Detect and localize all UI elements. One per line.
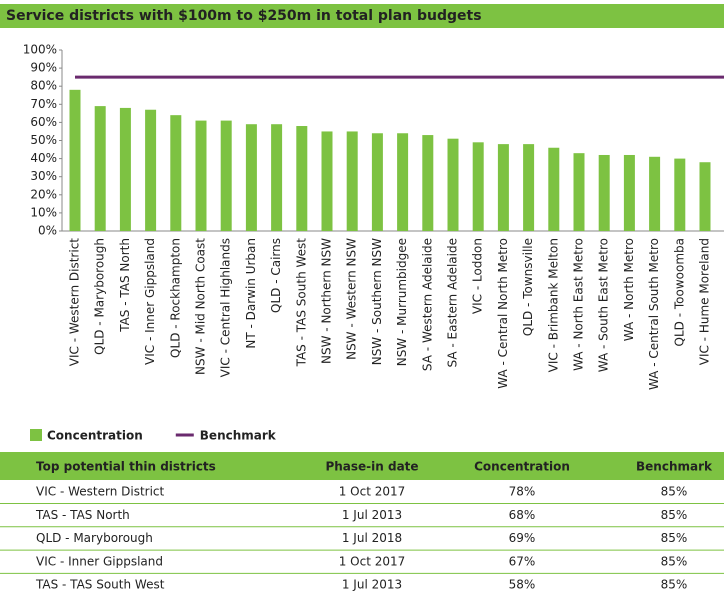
x-tick-label: SA - Western Adelaide <box>420 238 434 371</box>
table-cell: TAS - TAS South West <box>35 578 165 591</box>
legend-label: Concentration <box>47 429 143 443</box>
bar <box>623 154 635 231</box>
bar <box>598 154 610 231</box>
table-cell: 78% <box>509 485 536 499</box>
table-header: Concentration <box>474 460 570 474</box>
table-cell: 85% <box>661 578 688 591</box>
bar <box>69 89 81 231</box>
table-cell: 85% <box>661 554 688 568</box>
table-cell: VIC - Western District <box>36 485 165 499</box>
bar <box>145 109 157 231</box>
x-tick-label: VIC - Loddon <box>471 238 485 314</box>
x-tick-label: TAS - TAS South West <box>294 238 308 368</box>
bar <box>447 138 459 231</box>
legend-swatch <box>30 429 42 441</box>
table-cell: 85% <box>661 531 688 545</box>
bar <box>548 147 560 231</box>
x-tick-label: QLD - Townsville <box>521 238 535 336</box>
y-tick-label: 50% <box>30 133 57 147</box>
bar <box>497 144 509 231</box>
y-tick-label: 20% <box>30 187 57 201</box>
x-tick-label: WA - Central North Metro <box>496 238 510 389</box>
x-tick-label: NSW - Southern NSW <box>370 238 384 365</box>
bar <box>271 124 283 231</box>
x-tick-label: NSW - Western NSW <box>345 238 359 360</box>
y-tick-label: 90% <box>30 61 57 75</box>
table-cell: 85% <box>661 485 688 499</box>
bar <box>422 135 434 231</box>
table-cell: 1 Jul 2013 <box>342 578 402 591</box>
bar <box>119 107 131 231</box>
table-header: Benchmark <box>636 460 713 474</box>
x-tick-label: NSW - Murrumbidgee <box>395 238 409 366</box>
x-tick-label: WA - South Metro <box>723 238 724 343</box>
y-tick-label: 100% <box>23 43 57 57</box>
table-header: Phase-in date <box>325 460 418 474</box>
bar <box>674 158 686 231</box>
x-tick-label: WA - Central South Metro <box>647 238 661 390</box>
bar <box>573 153 585 231</box>
table-cell: 1 Jul 2013 <box>342 508 402 522</box>
table-cell: TAS - TAS North <box>35 508 130 522</box>
bar <box>346 131 358 231</box>
x-tick-label: SA - Eastern Adelaide <box>446 238 460 367</box>
x-tick-label: NSW - Northern NSW <box>320 238 334 364</box>
bar <box>296 126 308 231</box>
table-header: Top potential thin districts <box>36 460 216 474</box>
bar <box>699 162 711 231</box>
x-tick-label: VIC - Hume Moreland <box>698 238 712 365</box>
x-tick-label: QLD - Maryborough <box>93 238 107 355</box>
table-cell: 1 Oct 2017 <box>339 554 406 568</box>
table-cell: QLD - Maryborough <box>36 531 153 545</box>
x-tick-label: TAS - TAS North <box>118 238 132 333</box>
y-tick-label: 70% <box>30 97 57 111</box>
x-tick-label: WA - North Metro <box>622 238 636 341</box>
y-tick-label: 80% <box>30 79 57 93</box>
chart-title: Service districts with $100m to $250m in… <box>6 8 482 24</box>
y-tick-label: 60% <box>30 115 57 129</box>
x-tick-label: QLD - Toowoomba <box>672 238 686 346</box>
table-cell: 67% <box>509 554 536 568</box>
bar <box>321 131 333 231</box>
table-cell: 68% <box>509 508 536 522</box>
x-tick-label: WA - North East Metro <box>572 238 586 371</box>
bar <box>245 124 257 231</box>
bar <box>523 144 535 231</box>
x-tick-label: VIC - Western District <box>68 238 82 367</box>
bar <box>94 106 106 231</box>
bar <box>195 120 207 231</box>
x-tick-label: QLD - Rockhampton <box>168 238 182 358</box>
y-tick-label: 40% <box>30 151 57 165</box>
x-tick-label: NT - Darwin Urban <box>244 238 258 349</box>
bar <box>371 133 383 231</box>
x-tick-label: QLD - Cairns <box>269 238 283 313</box>
table-cell: 69% <box>509 531 536 545</box>
table-cell: 1 Oct 2017 <box>339 485 406 499</box>
bar <box>397 133 409 231</box>
table-cell: VIC - Inner Gippsland <box>36 554 163 568</box>
table-header-bar <box>0 452 724 480</box>
legend-label: Benchmark <box>200 429 277 443</box>
bar <box>220 120 232 231</box>
bar <box>472 142 484 231</box>
bar <box>649 156 661 231</box>
table-cell: 85% <box>661 508 688 522</box>
bar <box>170 115 182 231</box>
y-tick-label: 10% <box>30 205 57 219</box>
title-bar <box>0 4 724 28</box>
table-cell: 1 Jul 2018 <box>342 531 402 545</box>
x-tick-label: NSW - Mid North Coast <box>194 238 208 375</box>
x-tick-label: VIC - Central Highlands <box>219 238 233 377</box>
x-tick-label: VIC - Brimbank Melton <box>546 238 560 372</box>
table-cell: 58% <box>509 578 536 591</box>
y-tick-label: 30% <box>30 169 57 183</box>
x-tick-label: VIC - Inner Gippsland <box>143 238 157 365</box>
y-tick-label: 0% <box>38 224 57 238</box>
x-tick-label: WA - South East Metro <box>597 238 611 372</box>
